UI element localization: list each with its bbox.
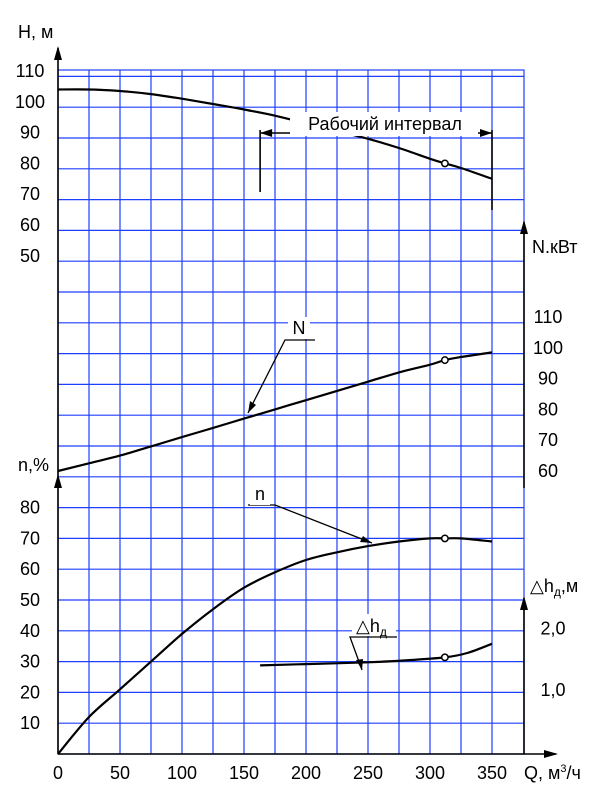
efficiency-tick-label: 30 [20, 652, 40, 672]
n-kw-tick-label: 60 [538, 461, 558, 481]
chart-axes: 0 50 100 150 200 250 300 350 Q, м3/ч 50 60 70 80 90 10… [15, 22, 581, 783]
dh-leader-arrow-icon [356, 659, 363, 670]
curve-H-marker [440, 159, 449, 168]
h-axis-arrow-icon [54, 46, 62, 60]
h-axis-title: Н, м [18, 22, 53, 42]
dh-tick-label: 1,0 [540, 680, 565, 700]
dh-label-bg [352, 614, 396, 636]
x-tick-label: 50 [110, 763, 130, 783]
h-tick-label: 100 [15, 92, 45, 112]
x-tick-label: 150 [229, 763, 259, 783]
n-kw-tick-label: 90 [538, 369, 558, 389]
n-kw-tick-label: 70 [538, 430, 558, 450]
curve-n-marker [440, 534, 449, 543]
x-tick-label: 100 [167, 763, 197, 783]
efficiency-tick-label: 60 [20, 559, 40, 579]
x-axis-arrow-icon [544, 750, 558, 758]
efficiency-tick-label: 50 [20, 590, 40, 610]
curve-N [57, 351, 493, 473]
efficiency-tick-label: 10 [20, 713, 40, 733]
n-kw-leader-line [247, 339, 315, 414]
n-kw-label-bg [288, 317, 310, 339]
efficiency-axis-arrow-icon [54, 474, 62, 488]
x-tick-label: 0 [53, 763, 63, 783]
h-tick-label: 70 [20, 184, 40, 204]
n-kw-tick-label: 100 [533, 338, 563, 358]
n-kw-axis-arrow-icon [520, 220, 528, 234]
curve-dh-marker [440, 653, 449, 662]
n-kw-tick-label: 80 [538, 399, 558, 419]
x-tick-label: 300 [415, 763, 445, 783]
efficiency-tick-label: 20 [20, 682, 40, 702]
x-tick-label: 200 [291, 763, 321, 783]
working-interval-right-arrow-icon [480, 129, 492, 137]
dh-tick-label: 2,0 [540, 618, 565, 638]
chart-labels: Рабочий интервал Nn △hд [247, 112, 493, 671]
working-interval-label: Рабочий интервал [308, 114, 462, 134]
efficiency-tick-label: 80 [20, 498, 40, 518]
efficiency-curve-label: n [255, 484, 265, 504]
plot-area [57, 69, 525, 755]
efficiency-tick-label: 40 [20, 621, 40, 641]
working-interval-left-arrow-icon [260, 129, 273, 137]
curve-dh [260, 642, 493, 667]
n-kw-curve-label: N [293, 318, 306, 338]
dh-curve-label: △hд [356, 616, 387, 639]
dh-leader-line [349, 636, 397, 671]
curve-n [57, 537, 493, 755]
h-tick-label: 110 [16, 61, 45, 81]
efficiency-tick-label: 70 [20, 528, 40, 548]
curve-N-marker [440, 356, 449, 365]
h-tick-label: 50 [20, 246, 40, 266]
x-tick-label: 250 [353, 763, 383, 783]
efficiency-label-bg [250, 483, 270, 505]
dh-axis-title: △hд,м [530, 576, 578, 599]
dh-axis-arrow-icon [520, 596, 528, 610]
h-tick-label: 90 [20, 123, 40, 143]
n-kw-axis-title: N.кВт [532, 237, 578, 257]
x-axis-title: Q, м3/ч [524, 763, 581, 783]
n-kw-tick-label: 110 [534, 307, 563, 327]
efficiency-axis-title: n,% [18, 455, 49, 475]
h-tick-label: 80 [20, 153, 40, 173]
x-tick-label: 350 [477, 763, 507, 783]
plot-grid [57, 69, 525, 755]
working-interval-label-bg [290, 112, 478, 136]
n-kw-leader-arrow-icon [248, 401, 256, 413]
efficiency-leader-arrow-icon [360, 536, 372, 543]
h-tick-label: 60 [20, 215, 40, 235]
